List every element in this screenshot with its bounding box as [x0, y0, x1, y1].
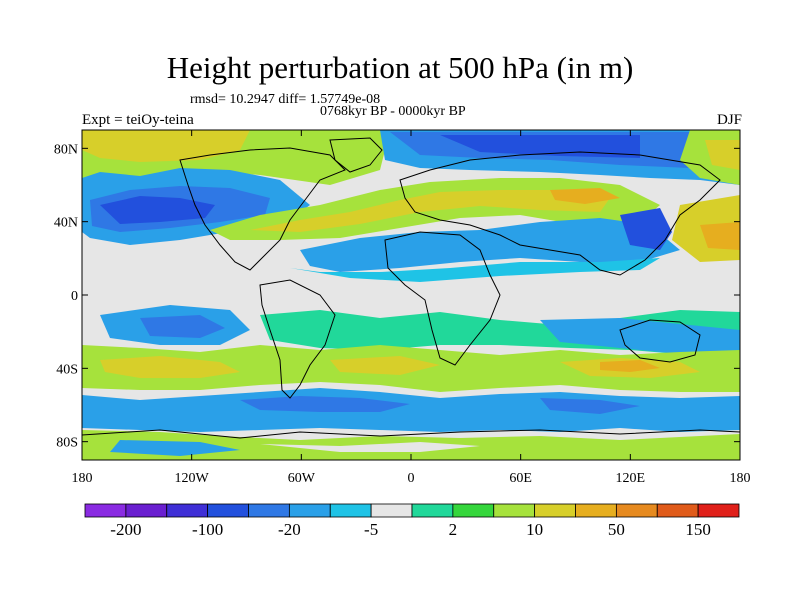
latitude-axis: 80N 40N 0 40S 80S	[54, 142, 740, 451]
colorbar-labels: -200 -100 -20 -5 2 10 50 150	[110, 520, 711, 539]
colorbar-swatch	[370, 503, 413, 518]
contour-nh-trough-core	[100, 196, 215, 224]
colorbar-label: 150	[685, 520, 711, 539]
time-period: 0768kyr BP - 0000kyr BP	[320, 104, 466, 119]
coast-australia	[619, 319, 701, 363]
contour-wpacific-ridge-peak	[700, 222, 740, 250]
contour-sh-ridge-core-atlantic	[330, 356, 440, 375]
colorbar	[84, 503, 740, 518]
lon-tick-label: 180	[72, 471, 93, 486]
contour-eurasia-ridge-core	[250, 190, 610, 232]
colorbar-swatch	[125, 503, 168, 518]
plot-title: Height perturbation at 500 hPa (in m)	[166, 50, 634, 85]
contour-north-pos-core	[82, 130, 250, 162]
lon-tick-label: 120E	[616, 471, 646, 486]
contour-southern-ocean-core-east	[540, 398, 640, 414]
lon-tick-label: 0	[408, 471, 415, 486]
contour-southern-ocean-core	[240, 396, 410, 412]
contour-antarctic-neg	[110, 440, 240, 456]
colorbar-swatch	[166, 503, 209, 518]
contour-eurasia-ridge-peak	[550, 188, 620, 204]
colorbar-label: -200	[110, 520, 141, 539]
colorbar-label: 10	[526, 520, 543, 539]
colorbar-swatch	[288, 503, 331, 518]
lat-tick-label: 0	[71, 289, 78, 304]
colorbar-label: -20	[278, 520, 301, 539]
contour-subtropical-neg-light	[290, 258, 660, 282]
colorbar-swatch	[207, 503, 249, 518]
colorbar-label: -100	[192, 520, 223, 539]
height-perturbation-field	[82, 130, 740, 460]
season-label: DJF	[716, 112, 742, 128]
colorbar-swatch	[575, 503, 617, 518]
coast-greenland	[329, 137, 383, 173]
contour-asia-neg	[620, 208, 672, 250]
colorbar-swatch	[493, 503, 536, 518]
lon-tick-label: 60E	[509, 471, 532, 486]
lon-tick-label: 60W	[288, 471, 316, 486]
lon-tick-label: 180	[730, 471, 751, 486]
contour-sh-ridge-core-west	[100, 356, 240, 378]
lat-tick-label: 80N	[54, 142, 78, 157]
lat-tick-label: 40N	[54, 216, 78, 231]
coastlines	[82, 137, 740, 439]
contour-southern-ocean-neg	[82, 388, 740, 432]
colorbar-swatch	[697, 503, 740, 518]
colorbar-swatch	[656, 503, 699, 518]
rmsd-stats: rmsd= 10.2947 diff= 1.57749e-08	[190, 92, 381, 107]
coast-north-america	[179, 147, 346, 271]
contour-ne-pacific-pos-core	[705, 140, 740, 170]
colorbar-label: 2	[449, 520, 458, 539]
coast-antarctica	[82, 429, 740, 439]
colorbar-swatch	[411, 503, 454, 518]
colorbar-label: 50	[608, 520, 625, 539]
contour-sh-pacific-neg-core	[140, 315, 225, 338]
colorbar-swatch	[84, 503, 127, 518]
lat-tick-label: 40S	[56, 362, 78, 377]
coast-africa	[384, 231, 501, 366]
contour-sh-ridge-peak	[600, 360, 660, 372]
colorbar-swatch	[329, 503, 372, 518]
contour-antarctic-neutral	[260, 442, 480, 452]
lat-tick-label: 80S	[56, 436, 78, 451]
lon-tick-label: 120W	[175, 471, 210, 486]
coast-eurasia	[399, 151, 721, 276]
colorbar-label: -5	[364, 520, 378, 539]
experiment-label: Expt = teiOy-teina	[82, 112, 194, 128]
colorbar-swatch	[248, 503, 290, 518]
longitude-axis: 180 120W 60W 0 60E 120E 180	[72, 130, 751, 486]
colorbar-swatch	[615, 503, 658, 518]
contour-indian-ocean-neg	[540, 318, 740, 355]
colorbar-swatch	[452, 503, 495, 518]
colorbar-swatch	[534, 503, 576, 518]
coast-south-america	[259, 279, 336, 399]
